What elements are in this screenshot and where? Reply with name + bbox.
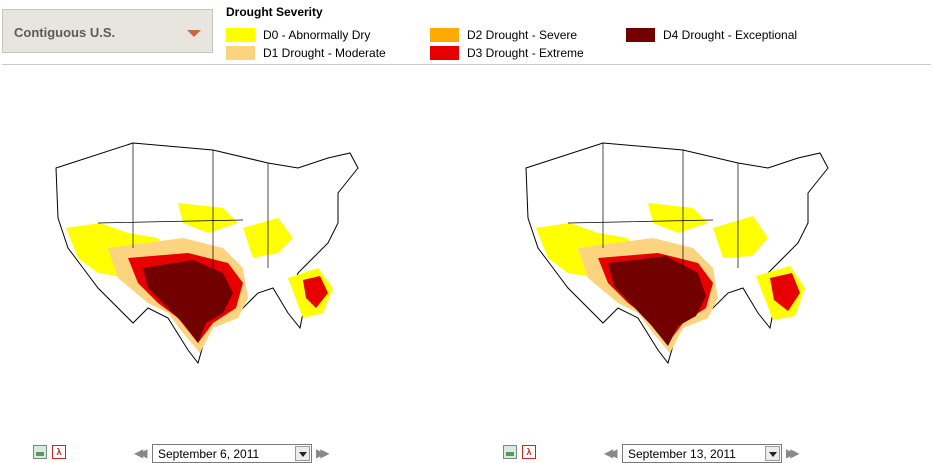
legend-title: Drought Severity	[226, 5, 323, 19]
us-map-2	[525, 142, 829, 365]
fast-forward-icon[interactable]: ▶▶	[786, 446, 800, 460]
legend-swatch	[430, 28, 459, 42]
legend-label: D1 Drought - Moderate	[263, 46, 386, 60]
chevron-down-icon	[765, 446, 780, 461]
us-map-1	[55, 142, 359, 365]
legend-label: D3 Drought - Extreme	[467, 46, 584, 60]
legend-swatch	[226, 28, 255, 42]
legend-swatch	[626, 28, 655, 42]
drought-map-1	[38, 128, 368, 378]
legend-label: D0 - Abnormally Dry	[263, 28, 371, 42]
date-select-2[interactable]: September 13, 2011	[622, 444, 782, 463]
pdf-icon[interactable]: λ	[522, 445, 536, 459]
legend-label: D2 Drought - Severe	[467, 28, 578, 42]
region-selector[interactable]: Contiguous U.S.	[2, 9, 213, 53]
drought-map-2	[508, 128, 838, 378]
region-selector-label: Contiguous U.S.	[14, 25, 116, 40]
chevron-down-icon	[295, 446, 310, 461]
image-icon[interactable]	[33, 445, 47, 459]
fast-forward-icon[interactable]: ▶▶	[316, 446, 330, 460]
rewind-icon[interactable]: ◀◀	[134, 446, 148, 460]
date-select-value: September 13, 2011	[628, 447, 736, 461]
image-icon[interactable]	[503, 445, 517, 459]
legend-swatch	[430, 46, 459, 60]
chevron-down-icon	[187, 30, 201, 37]
date-select-1[interactable]: September 6, 2011	[152, 444, 312, 463]
rewind-icon[interactable]: ◀◀	[604, 446, 618, 460]
pdf-icon[interactable]: λ	[52, 445, 66, 459]
legend-label: D4 Drought - Exceptional	[663, 28, 798, 42]
header-divider	[2, 64, 931, 65]
legend-swatch	[226, 46, 255, 60]
date-select-value: September 6, 2011	[158, 447, 260, 461]
